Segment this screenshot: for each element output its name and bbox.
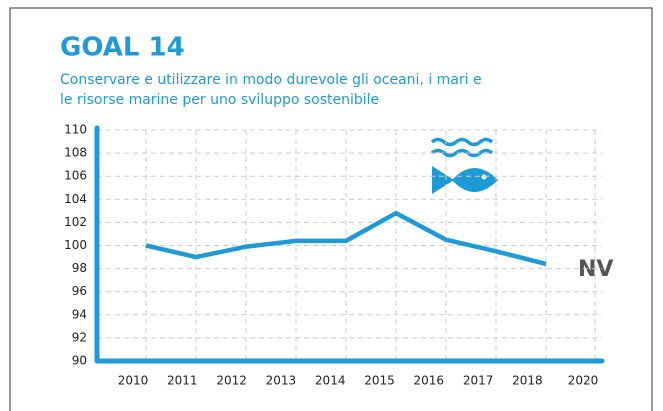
- y-tick-label: 90: [72, 354, 87, 368]
- fish-icon: [430, 137, 498, 194]
- x-tick-label: 2010: [118, 374, 149, 388]
- y-tick-label: 96: [72, 284, 87, 298]
- annotation: NV: [578, 257, 613, 282]
- y-tick-label: 98: [72, 261, 87, 275]
- y-tick-label: 92: [72, 330, 87, 344]
- x-tick-label: 2011: [167, 374, 198, 388]
- x-tick-label: 2017: [463, 374, 494, 388]
- y-tick-label: 106: [64, 169, 87, 183]
- subtitle: Conservare e utilizzare in modo durevole…: [60, 72, 482, 88]
- x-tick-label: 2016: [414, 374, 445, 388]
- x-tick-label: 2013: [266, 374, 297, 388]
- y-tick-label: 104: [64, 192, 87, 206]
- x-tick-label: 2015: [364, 374, 395, 388]
- y-tick-label: 110: [64, 123, 87, 137]
- x-tick-label: 2018: [512, 374, 543, 388]
- line: [145, 210, 547, 267]
- y-tick-label: 94: [72, 307, 87, 321]
- y-tick-label: 100: [64, 238, 87, 252]
- x-tick-label: 2014: [315, 374, 346, 388]
- y-tick-label: 102: [64, 215, 87, 229]
- chart-title: GOAL 14: [60, 33, 185, 63]
- x-tick-label: 2012: [216, 374, 247, 388]
- x-tick-label: 2020: [568, 374, 599, 388]
- y-tick-label: 108: [64, 146, 87, 160]
- subtitle: le risorse marine per uno sviluppo soste…: [60, 92, 379, 108]
- frame: [9, 7, 653, 411]
